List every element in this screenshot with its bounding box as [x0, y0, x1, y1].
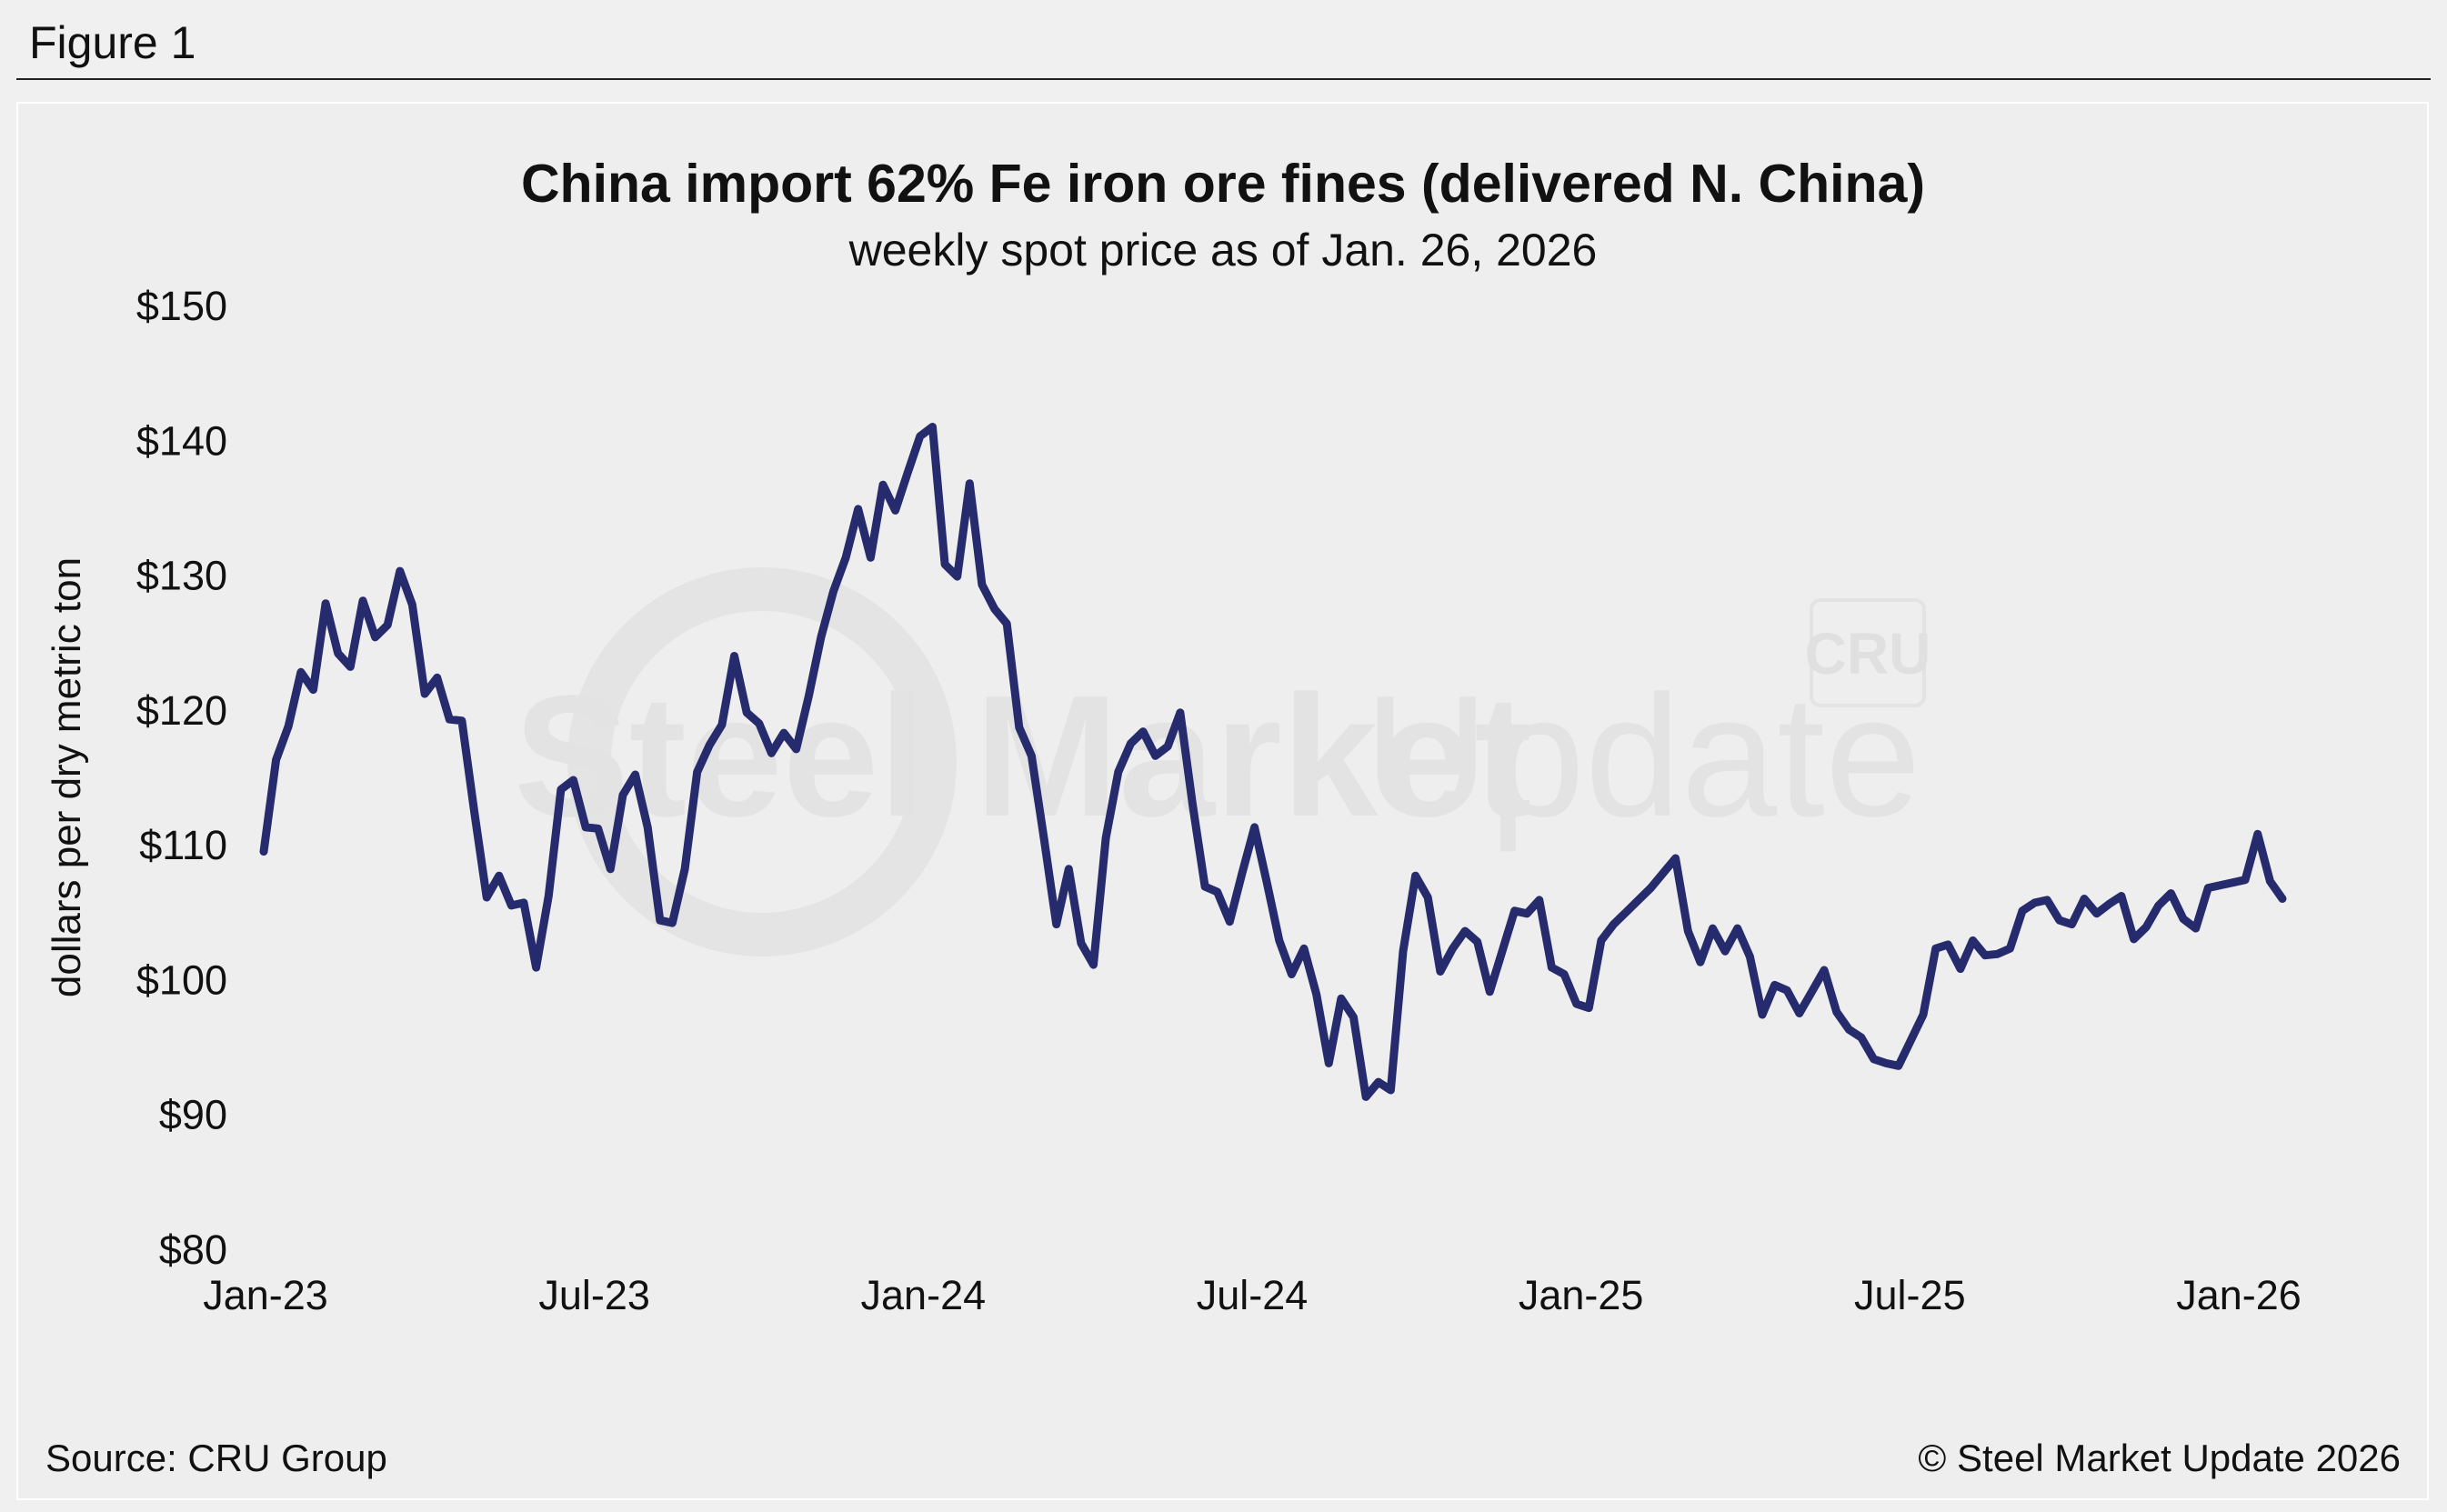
watermark-logo-icon	[567, 567, 957, 956]
y-axis-label: dollars per dry metric ton	[45, 557, 89, 997]
x-tick-label: Jan-26	[2176, 1272, 2302, 1318]
y-tick-label: $80	[159, 1227, 227, 1273]
y-tick-label: $120	[136, 687, 227, 734]
y-tick-label: $100	[136, 956, 227, 1003]
watermark: Steel Market Update CRU	[514, 567, 1931, 956]
x-tick-label: Jan-23	[203, 1272, 328, 1318]
figure-label: Figure 1	[29, 17, 196, 68]
y-tick-label: $90	[159, 1092, 227, 1138]
y-tick-label: $140	[136, 417, 227, 464]
y-tick-label: $150	[136, 283, 227, 329]
watermark-brand-light: Update	[1364, 660, 1921, 853]
x-tick-label: Jan-25	[1519, 1272, 1644, 1318]
x-tick-label: Jan-24	[861, 1272, 987, 1318]
y-tick-label: $130	[136, 553, 227, 599]
source-text: Source: CRU Group	[45, 1437, 387, 1479]
series-line	[259, 423, 2287, 1101]
copyright-text: © Steel Market Update 2026	[1918, 1437, 2401, 1479]
chart-title: China import 62% Fe iron ore fines (deli…	[521, 154, 1925, 214]
watermark-brand-bold: Steel Market	[514, 660, 1531, 853]
watermark-cru-text: CRU	[1805, 621, 1931, 686]
watermark-cru-box	[1810, 598, 1926, 707]
y-axis-ticks: $150 $140 $130 $120 $110 $100 $90 $80	[136, 283, 227, 1273]
chart-subtitle: weekly spot price as of Jan. 26, 2026	[848, 225, 1598, 275]
x-axis-ticks: Jan-23 Jul-23 Jan-24 Jul-24 Jan-25 Jul-25 Jan-…	[203, 1272, 2302, 1318]
x-tick-label: Jul-23	[538, 1272, 650, 1318]
y-tick-label: $110	[139, 822, 227, 868]
x-tick-label: Jul-25	[1854, 1272, 1966, 1318]
x-tick-label: Jul-24	[1197, 1272, 1309, 1318]
chart-panel	[16, 102, 2429, 1500]
figure-divider	[16, 78, 2431, 80]
